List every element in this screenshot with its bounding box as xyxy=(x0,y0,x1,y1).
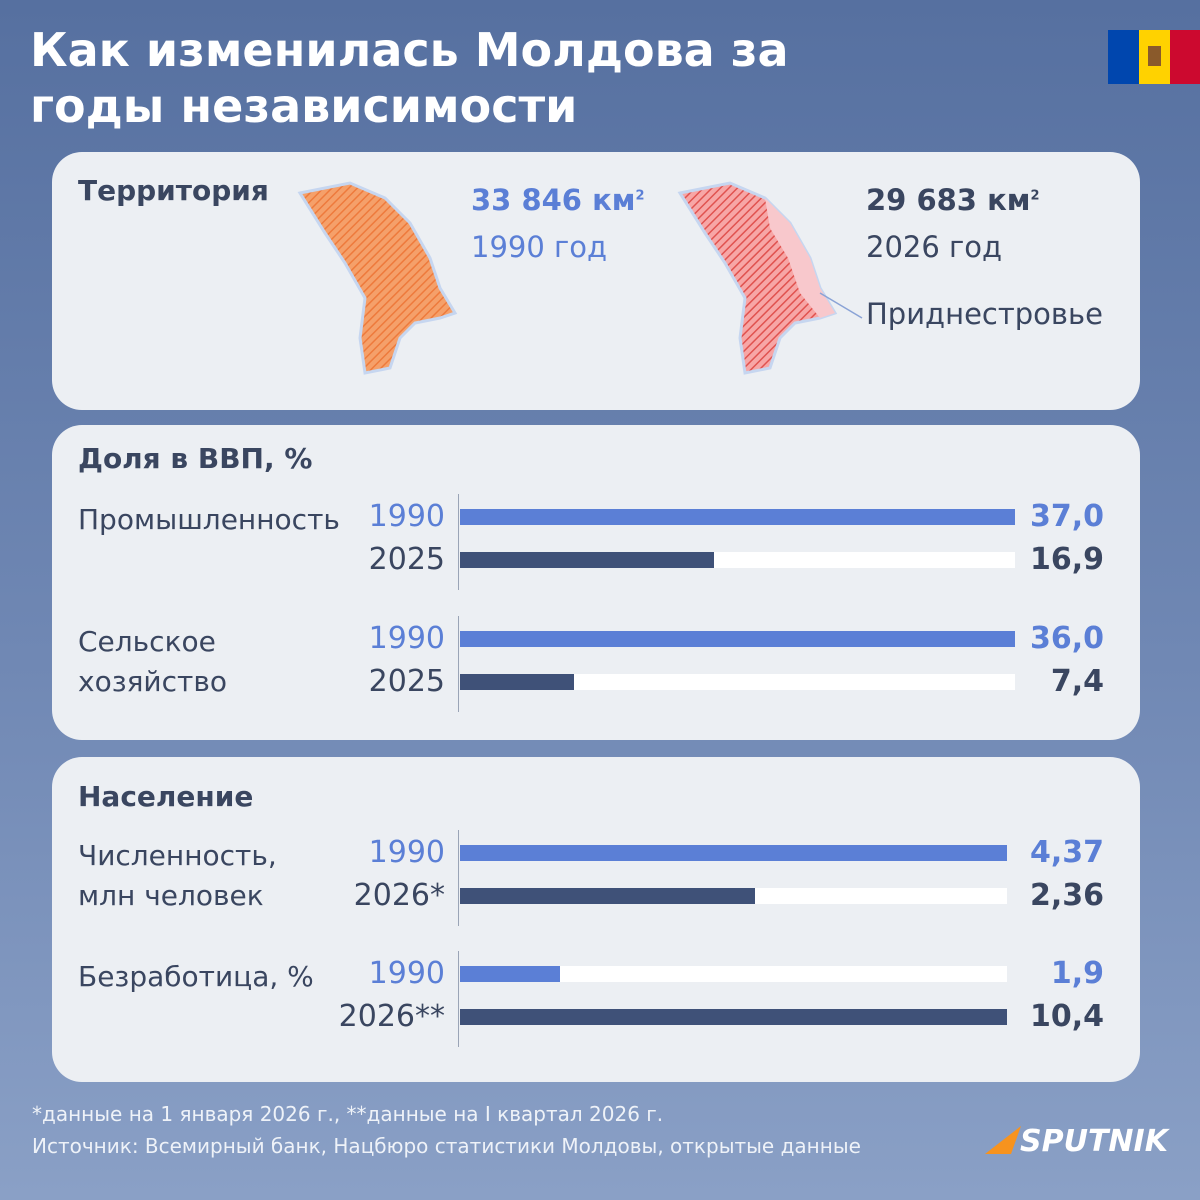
value-label: 16,9 xyxy=(1029,542,1104,577)
year-label: 2026** xyxy=(338,999,445,1034)
value-label: 1,9 xyxy=(1050,956,1104,991)
flag xyxy=(1108,30,1200,84)
map-1990 xyxy=(297,181,458,375)
map-2026 xyxy=(677,181,863,375)
axis-line xyxy=(458,951,459,1047)
area-value: 33 846 км xyxy=(471,183,636,217)
year-label: 2026* xyxy=(353,878,445,913)
row-label: Безработица, % xyxy=(78,960,314,993)
value-label: 37,0 xyxy=(1029,499,1104,534)
year-label: 1990 xyxy=(368,956,445,991)
year: 2026 год xyxy=(866,230,1003,264)
bar xyxy=(460,552,714,568)
year-label: 1990 xyxy=(368,621,445,656)
bar xyxy=(460,966,560,982)
territory-panel xyxy=(52,152,1140,410)
row-label: млн человек xyxy=(78,879,264,912)
year-label: 1990 xyxy=(368,835,445,870)
section-title: Население xyxy=(78,780,254,813)
footnote: *данные на 1 января 2026 г., **данные на… xyxy=(32,1102,664,1126)
value-label: 10,4 xyxy=(1029,999,1104,1034)
bar-track xyxy=(460,674,1015,690)
bar xyxy=(460,845,1007,861)
value-label: 36,0 xyxy=(1029,621,1104,656)
bar xyxy=(460,674,575,690)
row-label: хозяйство xyxy=(78,665,227,698)
bar xyxy=(460,1009,1007,1025)
section-title: Территория xyxy=(78,174,269,207)
area-unit-exp: 2 xyxy=(635,188,645,204)
row-label: Промышленность xyxy=(78,503,340,536)
bar xyxy=(460,509,1015,525)
population-panel xyxy=(52,757,1140,1082)
source: Источник: Всемирный банк, Нацбюро статис… xyxy=(32,1134,861,1158)
area-value: 29 683 км xyxy=(866,183,1031,217)
axis-line xyxy=(458,494,459,590)
value-label: 7,4 xyxy=(1050,664,1104,699)
title: Как изменилась Молдова за годы независим… xyxy=(30,23,789,133)
year-label: 2025 xyxy=(368,664,445,699)
year: 1990 год xyxy=(471,230,608,264)
logo-icon xyxy=(985,1126,1021,1154)
region-note: Приднестровье xyxy=(866,297,1103,331)
area-unit-exp: 2 xyxy=(1030,188,1040,204)
row-label: Численность, xyxy=(78,839,277,872)
area-1990: 33 846 км2 xyxy=(471,183,645,217)
value-label: 2,36 xyxy=(1029,878,1104,913)
axis-line xyxy=(458,830,459,926)
logo: SPUTNIK xyxy=(1020,1124,1168,1159)
row-label: Сельское xyxy=(78,625,216,658)
area-2026: 29 683 км2 xyxy=(866,183,1040,217)
section-title: Доля в ВВП, % xyxy=(78,442,313,475)
bar xyxy=(460,631,1015,647)
year-label: 1990 xyxy=(368,499,445,534)
axis-line xyxy=(458,616,459,712)
bar xyxy=(460,888,756,904)
bar-track xyxy=(460,966,1007,982)
value-label: 4,37 xyxy=(1029,835,1104,870)
year-label: 2025 xyxy=(368,542,445,577)
